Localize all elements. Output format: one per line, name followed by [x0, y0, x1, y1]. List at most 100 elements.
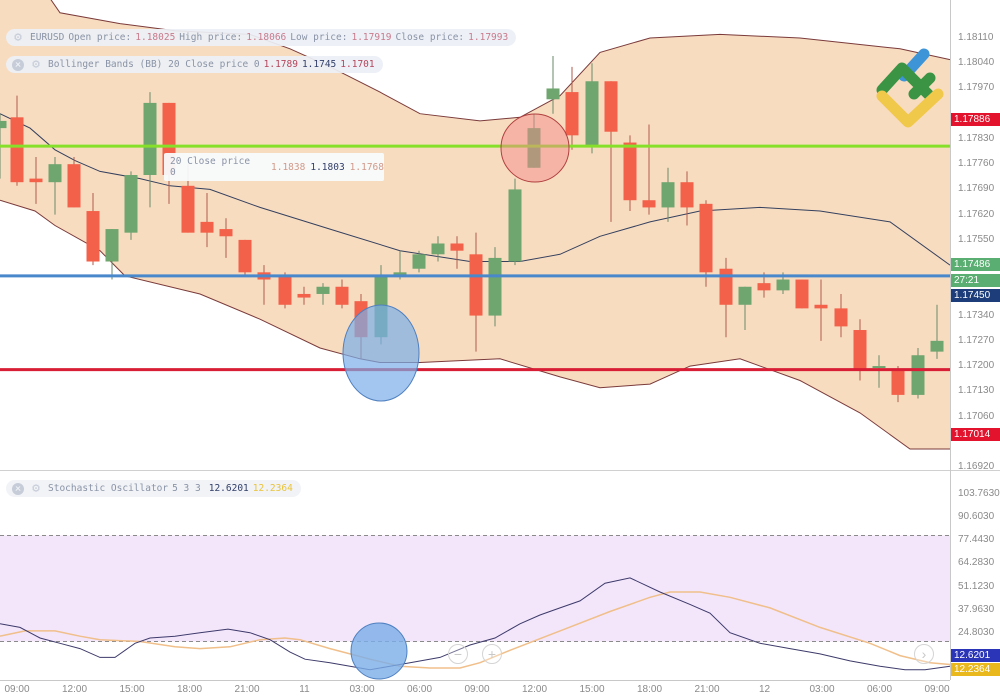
stochastic-name: Stochastic Oscillator: [48, 483, 169, 494]
candle-body: [604, 81, 618, 132]
candle-body: [546, 88, 560, 100]
scroll-right-button[interactable]: ›: [914, 644, 934, 664]
candle[interactable]: [412, 250, 426, 273]
candle[interactable]: [911, 348, 925, 399]
candle[interactable]: [297, 286, 311, 305]
time-tick-label: 18:00: [176, 684, 203, 695]
price-marker-tag: 27:21: [951, 274, 1000, 287]
candle[interactable]: [488, 247, 502, 327]
stochastic-tick-label: 103.7630: [958, 487, 1000, 499]
time-tick-label: 15:00: [579, 684, 605, 695]
candle-body: [488, 257, 502, 316]
price-pane[interactable]: [0, 0, 951, 450]
candle-body: [238, 239, 252, 273]
price-marker-tag: 1.17014: [951, 428, 1000, 441]
highlight-circle-red: [500, 113, 570, 183]
candle-body: [911, 355, 925, 395]
time-tick-label: 06:00: [406, 684, 433, 695]
candle-body: [853, 330, 867, 370]
candle[interactable]: [930, 304, 944, 359]
candle[interactable]: [719, 257, 733, 338]
price-tick-label: 1.17200: [958, 360, 995, 372]
zoom-in-button[interactable]: +: [482, 644, 502, 664]
candle[interactable]: [565, 66, 579, 150]
candle[interactable]: [67, 156, 81, 208]
candle[interactable]: [124, 171, 138, 240]
settings-gear-icon[interactable]: ⚙: [32, 480, 40, 496]
candle-body: [930, 340, 944, 352]
candle-body: [105, 229, 119, 262]
stochastic-zone: [0, 535, 950, 642]
candle-body: [585, 81, 599, 147]
settings-gear-icon[interactable]: ⚙: [32, 56, 40, 72]
time-tick-label: 03:00: [349, 684, 375, 695]
candle[interactable]: [546, 56, 560, 114]
candle-body: [872, 366, 886, 369]
candle[interactable]: [200, 193, 214, 248]
tooltip-lower: 1.1768: [349, 161, 384, 173]
candle[interactable]: [335, 279, 349, 309]
candle[interactable]: [450, 236, 464, 269]
settings-gear-icon[interactable]: ⚙: [14, 29, 22, 45]
candle[interactable]: [680, 171, 694, 226]
time-tick-label: 03:00: [809, 684, 835, 695]
brand-logo-icon: [876, 48, 944, 128]
close-value: 1.17993: [468, 32, 509, 43]
bollinger-band-fill: [0, 0, 950, 449]
stochastic-pane[interactable]: [0, 534, 951, 680]
stochastic-tick-label: 51.1230: [958, 580, 995, 592]
candle-body: [67, 164, 81, 208]
time-tick-label: 15:00: [119, 684, 145, 695]
candle-body: [795, 279, 809, 309]
stochastic-d-value: 12.2364: [252, 483, 293, 494]
candle[interactable]: [872, 355, 886, 388]
bollinger-tooltip: 20 Close price 0 1.1838 1.1803 1.1768: [164, 153, 384, 181]
candle[interactable]: [623, 135, 637, 212]
low-label: Low price:: [290, 32, 348, 43]
bollinger-name: Bollinger Bands (BB) 20 Close price 0: [48, 59, 260, 70]
candle[interactable]: [238, 239, 252, 276]
candle-body: [124, 174, 138, 233]
candle[interactable]: [585, 63, 599, 154]
candle-body: [776, 279, 790, 291]
price-tick-label: 1.17690: [958, 183, 995, 195]
candle-body: [719, 268, 733, 305]
price-tick-label: 1.18040: [958, 57, 995, 69]
candle[interactable]: [143, 92, 157, 208]
candle[interactable]: [29, 156, 43, 204]
candle[interactable]: [48, 156, 62, 215]
candle[interactable]: [891, 366, 905, 403]
candle[interactable]: [814, 279, 828, 341]
highlight-circle-blue: [350, 622, 408, 680]
candle[interactable]: [642, 124, 656, 215]
candle[interactable]: [469, 232, 483, 352]
candle[interactable]: [604, 81, 618, 222]
candle[interactable]: [795, 279, 809, 309]
candle-body: [278, 275, 292, 305]
candle-body: [661, 182, 675, 208]
zoom-out-button[interactable]: −: [448, 644, 468, 664]
remove-indicator-icon[interactable]: [12, 58, 24, 71]
candle[interactable]: [278, 272, 292, 309]
candle[interactable]: [0, 113, 7, 179]
candle[interactable]: [10, 95, 24, 186]
candle[interactable]: [661, 167, 675, 222]
candle[interactable]: [738, 286, 752, 331]
candle-body: [297, 293, 311, 298]
candle[interactable]: [834, 293, 848, 338]
candle[interactable]: [508, 178, 522, 266]
candle-body: [508, 189, 522, 262]
stochastic-tick-label: 64.2830: [958, 557, 995, 569]
candle[interactable]: [316, 283, 330, 305]
price-tick-label: 1.17340: [958, 309, 995, 321]
low-value: 1.17919: [351, 32, 392, 43]
candle[interactable]: [105, 229, 119, 280]
candle[interactable]: [431, 236, 445, 262]
candle[interactable]: [86, 193, 100, 266]
stochastic-value-tag: 12.2364: [951, 663, 1000, 676]
candle[interactable]: [699, 200, 713, 287]
candle[interactable]: [219, 218, 233, 258]
remove-indicator-icon[interactable]: [12, 482, 24, 495]
bb-middle-value: 1.1745: [301, 59, 337, 70]
